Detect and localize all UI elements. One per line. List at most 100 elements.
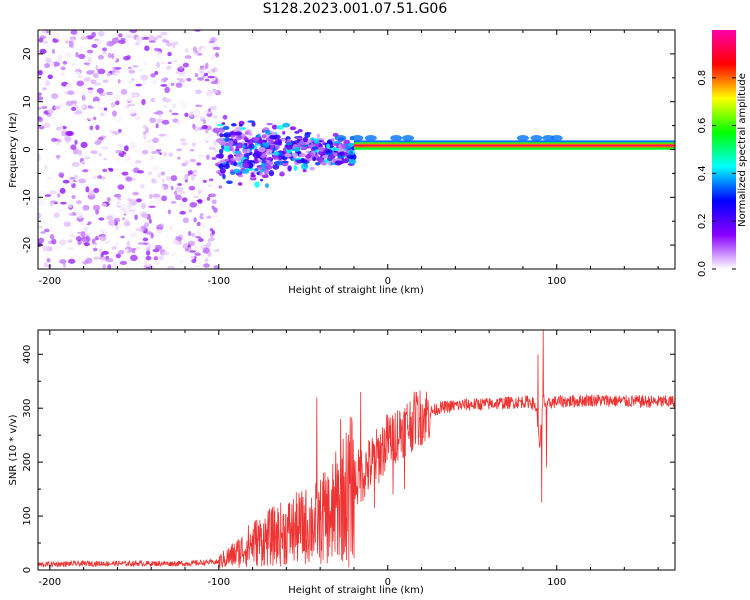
spectrogram-noise-blob [200, 47, 208, 53]
spectrogram-transition-blob [247, 120, 256, 123]
spectrogram-noise-blob [202, 75, 206, 79]
spectrogram-noise-blob [67, 239, 73, 244]
spectrogram-noise-blob [157, 223, 164, 229]
spectrogram-noise-blob [111, 130, 118, 135]
spectrogram-noise-blob [151, 79, 158, 86]
spectrogram-transition-blob [233, 161, 237, 167]
spectrogram-noise-blob [46, 258, 51, 263]
spectrogram-noise-blob [195, 188, 199, 195]
spectrogram-noise-blob [68, 212, 74, 216]
spectrogram-transition-blob [275, 145, 280, 150]
spectrogram-noise-blob [115, 224, 119, 231]
spectrogram-noise-blob [189, 255, 195, 260]
spectrogram-noise-blob [211, 205, 215, 210]
spectrogram-noise-blob [51, 93, 59, 100]
spectrogram-transition-blob [257, 133, 261, 138]
spectrogram-noise-blob [52, 61, 61, 67]
spectrogram-transition-blob [260, 178, 264, 182]
snr-x-tick-label: 0 [385, 577, 391, 588]
spectrogram-noise-blob [137, 67, 144, 72]
spectrogram-noise-blob [97, 31, 105, 37]
colorbar-ticks: 0.0 0.2 0.4 0.6 0.8 [697, 70, 736, 277]
spectrogram-noise-blob [159, 254, 164, 261]
spectrogram-noise-blob [83, 245, 87, 249]
spectrogram-noise-blob [184, 178, 188, 183]
spectrogram-transition-blob [260, 162, 267, 168]
spectrogram-transition-blob [264, 129, 271, 134]
spectrogram-noise-blob [182, 217, 190, 224]
spectrogram-noise-blob [207, 75, 215, 79]
spectrogram-noise-blob [136, 126, 141, 130]
snr-plot-area [38, 330, 675, 570]
spectrogram-noise-blob [102, 226, 108, 233]
spectrogram-noise-blob [121, 171, 129, 176]
spectrogram-noise-blob [114, 233, 120, 241]
spectrogram-noise-blob [42, 87, 47, 91]
spectrogram-noise-blob [148, 205, 156, 209]
spectrogram-transition-blob [216, 123, 224, 127]
snr-y-tick-label: 0 [22, 567, 33, 573]
spectrogram-noise-blob [189, 111, 194, 117]
spectrogram-noise-blob [170, 175, 178, 182]
spectrogram-noise-blob [124, 145, 129, 152]
spectrogram-noise-blob [64, 135, 72, 142]
spectrogram-noise-blob [149, 159, 155, 165]
spectrogram-noise-blob [146, 231, 153, 235]
spectrogram-noise-blob [103, 107, 108, 111]
spectrogram-noise-blob [164, 98, 172, 103]
spectrogram-noise-blob [53, 105, 61, 110]
spectrogram-noise-blob [93, 241, 98, 246]
spectrogram-noise-blob [88, 69, 96, 73]
snr-y-label: SNR (10 * v/v) [8, 414, 19, 485]
spectrogram-noise-blob [38, 242, 43, 247]
spectrogram-noise-blob [111, 110, 117, 117]
spectrogram-noise-blob [119, 260, 128, 265]
spectrogram-noise-blob [206, 136, 212, 141]
spectrogram-noise-blob [116, 176, 122, 179]
spectrogram-noise-blob [135, 36, 143, 43]
spectrogram-signal-blob [351, 135, 364, 142]
spectrogram-noise-blob [76, 80, 85, 87]
spectrogram-transition-blob [282, 130, 286, 135]
spectrogram-noise-blob [202, 119, 207, 124]
spectrogram-noise-blob [183, 182, 190, 186]
spectrogram-noise-blob [135, 83, 143, 87]
spectrogram-noise-blob [42, 139, 46, 143]
spectrogram-x-tick-label: 0 [385, 276, 391, 287]
spectrogram-noise-blob [38, 263, 42, 267]
spectrogram-noise-blob [62, 179, 70, 184]
spectrogram-noise-blob [140, 202, 146, 209]
spectrogram-noise-blob [189, 148, 195, 152]
spectrogram-transition-blob [256, 166, 264, 171]
spectrogram-noise-blob [175, 82, 183, 88]
spectrogram-transition-blob [269, 134, 276, 139]
spectrogram-noise-blob [153, 256, 159, 261]
spectrogram-noise-blob [182, 62, 189, 68]
spectrogram-noise-blob [164, 86, 171, 94]
spectrogram-noise-blob [71, 194, 76, 199]
spectrogram-transition-blob [242, 149, 248, 154]
spectrogram-transition-blob [261, 140, 268, 143]
spectrogram-noise-blob [57, 193, 61, 198]
spectrogram-noise-blob [205, 62, 209, 69]
spectrogram-noise-blob [201, 214, 209, 218]
spectrogram-transition-blob [273, 134, 281, 140]
snr-x-tick-label: 100 [547, 577, 566, 588]
spectrogram-signal-band-row [353, 142, 675, 145]
spectrogram-noise-blob [110, 101, 116, 108]
spectrogram-noise-blob [215, 52, 219, 58]
spectrogram-noise-blob [176, 148, 183, 152]
spectrogram-noise-blob [90, 150, 98, 155]
spectrogram-noise-blob [78, 46, 87, 53]
spectrogram-noise-blob [117, 79, 121, 84]
spectrogram-noise-blob [132, 93, 139, 98]
spectrogram-noise-blob [44, 228, 50, 233]
spectrogram-noise-blob [123, 154, 129, 160]
spectrogram-noise-blob [200, 186, 206, 191]
spectrogram-transition-blob [248, 143, 253, 149]
spectrogram-transition-blob [252, 137, 260, 142]
spectrogram-noise-blob [194, 252, 201, 257]
spectrogram-noise-blob [81, 139, 88, 143]
spectrogram-noise-blob [181, 119, 186, 126]
spectrogram-noise-blob [49, 116, 56, 120]
